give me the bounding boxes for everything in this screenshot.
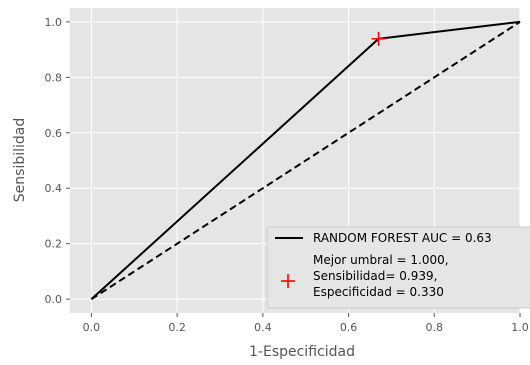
legend-marker-label-line-1: Mejor umbral = 1.000, <box>313 253 449 267</box>
ticks-group: 0.0 0.2 0.4 0.6 0.8 1.0 0.0 0.2 0.4 0.6 0.8 1.0 <box>45 16 529 334</box>
x-tick-label: 0.2 <box>168 321 186 334</box>
y-axis-label: Sensibilidad <box>12 118 28 202</box>
legend-marker-label-line-3: Especificidad = 0.330 <box>313 285 444 299</box>
legend-marker-label-line-2: Sensibilidad= 0.939, <box>313 269 437 283</box>
x-tick-label: 0.4 <box>254 321 272 334</box>
series-group <box>90 20 521 300</box>
grid <box>70 8 521 313</box>
y-tick-label: 0.0 <box>45 293 63 306</box>
y-tick-label: 0.4 <box>45 182 63 195</box>
y-tick-label: 0.6 <box>45 127 63 140</box>
chance-diagonal-line <box>90 21 521 300</box>
x-tick-label: 1.0 <box>511 321 529 334</box>
y-tick-label: 0.8 <box>45 71 63 84</box>
x-tick-label: 0.6 <box>340 321 358 334</box>
legend-box <box>266 226 530 309</box>
best-threshold-marker <box>371 31 386 46</box>
y-tick-label: 1.0 <box>45 16 63 29</box>
legend-marker-swatch <box>281 274 295 288</box>
legend-line-label: RANDOM FOREST AUC = 0.63 <box>313 231 492 245</box>
x-tick-label: 0.0 <box>83 321 101 334</box>
y-tick-label: 0.2 <box>45 238 63 251</box>
legend: RANDOM FOREST AUC = 0.63 Mejor umbral = … <box>266 226 530 309</box>
x-axis-label: 1-Especificidad <box>249 344 355 360</box>
x-tick-label: 0.8 <box>426 321 444 334</box>
